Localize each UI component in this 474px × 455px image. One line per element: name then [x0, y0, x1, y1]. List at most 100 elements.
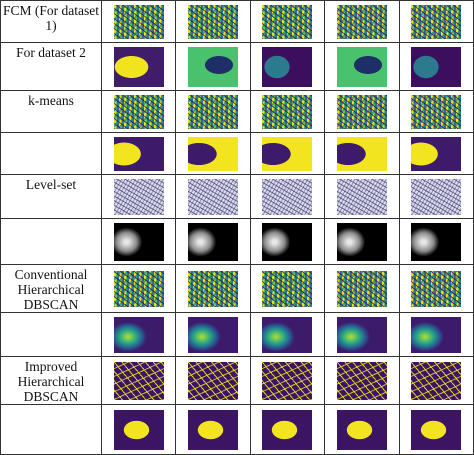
image-cell — [100, 42, 177, 91]
image-cell — [398, 356, 474, 405]
image-cell — [324, 264, 400, 313]
result-image — [113, 409, 164, 450]
image-cell — [100, 218, 177, 265]
result-image — [336, 178, 387, 215]
row-label: FCM (For dataset 1) — [0, 0, 102, 43]
row-label: For dataset 2 — [0, 42, 102, 91]
row-label — [0, 404, 102, 455]
result-image — [113, 46, 164, 87]
result-image — [262, 270, 313, 307]
result-image — [262, 4, 313, 39]
image-cell — [249, 42, 326, 91]
result-image — [411, 316, 462, 353]
table-row: Improved Hierarchical DBSCAN — [0, 356, 474, 405]
result-image — [411, 270, 462, 307]
row-label: Conventional Hierarchical DBSCAN — [0, 264, 102, 313]
result-image — [262, 316, 313, 353]
table-row — [0, 132, 474, 175]
image-cell — [398, 174, 474, 219]
image-cell — [249, 0, 326, 43]
table-row: k-means — [0, 90, 474, 133]
row-label: k-means — [0, 90, 102, 133]
table-row: Level-set — [0, 174, 474, 219]
image-cell — [100, 90, 177, 133]
image-cell — [100, 404, 177, 455]
result-image — [411, 409, 462, 450]
result-image — [336, 94, 387, 129]
result-image — [113, 136, 164, 171]
image-cell — [249, 90, 326, 133]
table-row — [0, 312, 474, 357]
image-cell — [175, 356, 251, 405]
result-image — [336, 136, 387, 171]
result-image — [113, 270, 164, 307]
image-cell — [324, 0, 400, 43]
result-image — [188, 178, 239, 215]
table-row — [0, 404, 474, 455]
image-cell — [324, 218, 400, 265]
result-image — [188, 361, 239, 400]
table-row — [0, 218, 474, 265]
result-image — [336, 4, 387, 39]
image-cell — [249, 132, 326, 175]
result-image — [113, 316, 164, 353]
row-label — [0, 132, 102, 175]
image-cell — [100, 174, 177, 219]
result-image — [336, 270, 387, 307]
result-image — [411, 361, 462, 400]
result-image — [336, 409, 387, 450]
image-cell — [398, 218, 474, 265]
result-image — [188, 46, 239, 87]
image-cell — [398, 264, 474, 313]
image-cell — [324, 132, 400, 175]
result-image — [336, 222, 387, 261]
image-cell — [398, 132, 474, 175]
image-cell — [398, 0, 474, 43]
image-cell — [100, 312, 177, 357]
result-image — [188, 409, 239, 450]
result-image — [411, 46, 462, 87]
row-label — [0, 312, 102, 357]
result-image — [262, 222, 313, 261]
result-image — [113, 361, 164, 400]
result-image — [188, 136, 239, 171]
image-cell — [324, 90, 400, 133]
result-image — [262, 178, 313, 215]
image-cell — [324, 404, 400, 455]
image-cell — [398, 312, 474, 357]
image-cell — [249, 264, 326, 313]
result-image — [262, 361, 313, 400]
result-image — [188, 316, 239, 353]
image-cell — [324, 356, 400, 405]
result-image — [411, 136, 462, 171]
result-image — [113, 94, 164, 129]
image-cell — [175, 312, 251, 357]
image-cell — [175, 404, 251, 455]
result-image — [113, 222, 164, 261]
image-cell — [249, 404, 326, 455]
image-cell — [175, 90, 251, 133]
table-row: Conventional Hierarchical DBSCAN — [0, 264, 474, 313]
image-cell — [249, 218, 326, 265]
image-cell — [249, 356, 326, 405]
image-cell — [398, 42, 474, 91]
table-row: FCM (For dataset 1) — [0, 0, 474, 43]
image-cell — [100, 356, 177, 405]
result-image — [411, 4, 462, 39]
result-image — [188, 222, 239, 261]
result-image — [411, 94, 462, 129]
image-cell — [175, 264, 251, 313]
image-cell — [324, 42, 400, 91]
image-cell — [175, 174, 251, 219]
image-cell — [175, 218, 251, 265]
result-image — [188, 270, 239, 307]
result-image — [113, 178, 164, 215]
result-image — [336, 46, 387, 87]
result-image — [336, 361, 387, 400]
result-image — [262, 94, 313, 129]
image-cell — [324, 174, 400, 219]
image-cell — [249, 312, 326, 357]
image-cell — [175, 42, 251, 91]
image-cell — [398, 90, 474, 133]
result-image — [113, 4, 164, 39]
